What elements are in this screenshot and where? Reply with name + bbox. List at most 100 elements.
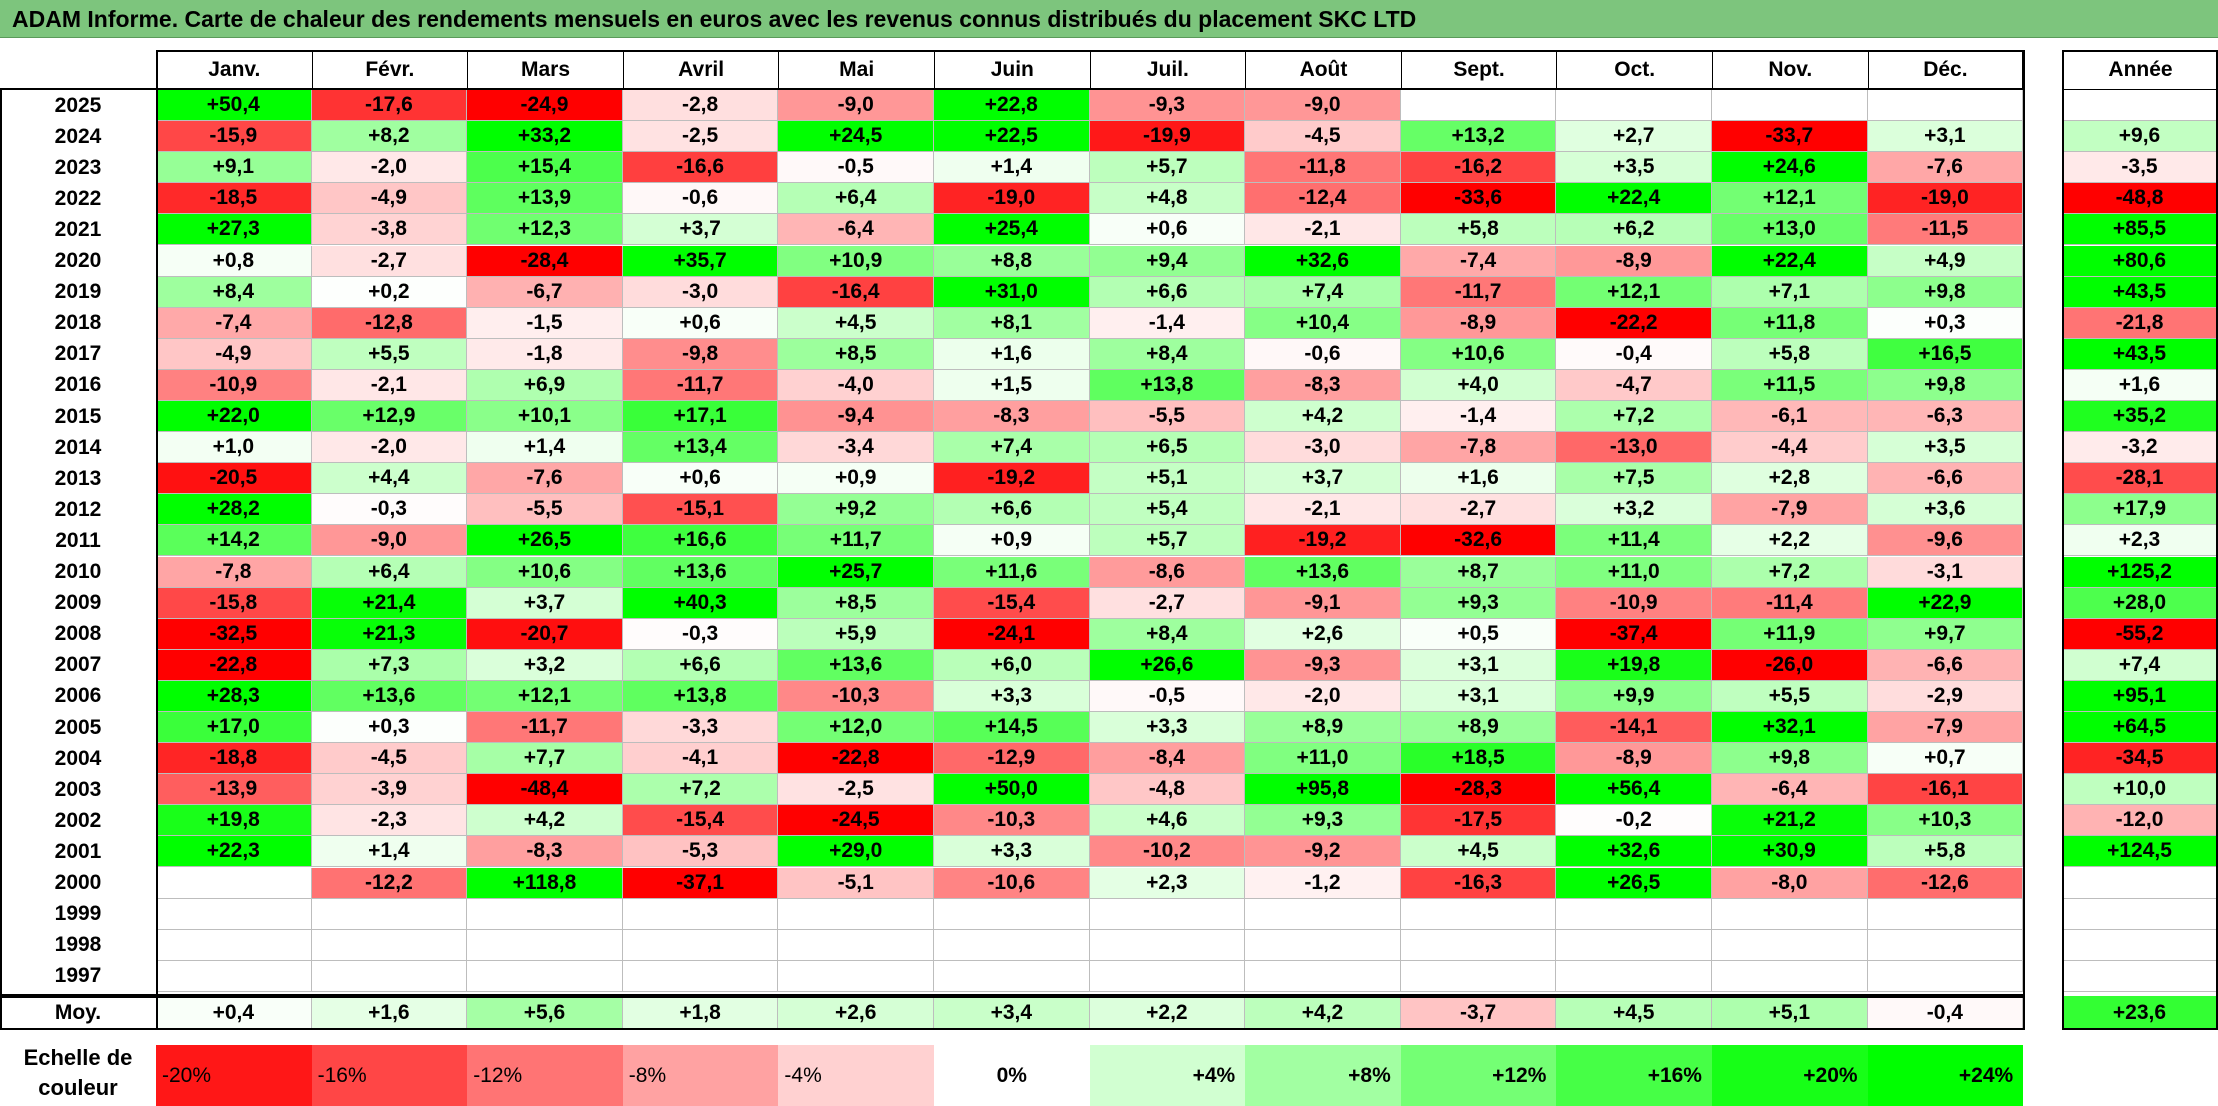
heatmap-cell: +3,2 bbox=[1556, 494, 1712, 526]
heatmap-cell: -2,0 bbox=[311, 152, 468, 184]
heatmap-cell: +5,7 bbox=[1089, 525, 1246, 557]
average-cell: -3,7 bbox=[1400, 996, 1557, 1030]
heatmap-cell: -4,7 bbox=[1556, 369, 1712, 401]
scale-swatch: +16% bbox=[1556, 1045, 1712, 1106]
heatmap-cell: +26,5 bbox=[1556, 867, 1712, 899]
heatmap-cell: +9,8 bbox=[1712, 743, 1868, 775]
heatmap-cell: -11,7 bbox=[622, 369, 779, 401]
heatmap-cell bbox=[778, 929, 934, 961]
annual-cell: +64,5 bbox=[2062, 712, 2218, 744]
heatmap-cell: +0,6 bbox=[622, 463, 779, 495]
heatmap-cell: +29,0 bbox=[778, 836, 934, 868]
heatmap-cell: -7,8 bbox=[1400, 432, 1557, 464]
heatmap-cell: -3,3 bbox=[622, 712, 779, 744]
heatmap-cell: -11,7 bbox=[467, 712, 623, 744]
heatmap-cell: -16,3 bbox=[1400, 867, 1557, 899]
heatmap-cell: +8,4 bbox=[156, 276, 312, 308]
heatmap-cell: +12,1 bbox=[1712, 183, 1868, 215]
heatmap-cell: -16,4 bbox=[778, 276, 934, 308]
heatmap-cell bbox=[1400, 929, 1557, 961]
heatmap-cell bbox=[622, 960, 779, 992]
annual-cell: +43,5 bbox=[2062, 276, 2218, 308]
heatmap-cell: -2,1 bbox=[1245, 494, 1401, 526]
heatmap-cell: -19,2 bbox=[1245, 525, 1401, 557]
heatmap-cell: +4,9 bbox=[1867, 245, 2024, 277]
heatmap-cell: -9,4 bbox=[778, 401, 934, 433]
heatmap-cell: +13,0 bbox=[1712, 214, 1868, 246]
average-cell: +1,8 bbox=[622, 996, 779, 1030]
title-bar: ADAM Informe. Carte de chaleur des rende… bbox=[0, 0, 2218, 38]
heatmap-cell: +8,7 bbox=[1400, 556, 1557, 588]
heatmap-cell: +3,5 bbox=[1867, 432, 2024, 464]
heatmap-cell: -14,1 bbox=[1556, 712, 1712, 744]
annual-cell: -55,2 bbox=[2062, 618, 2218, 650]
heatmap-cell: +11,6 bbox=[934, 556, 1090, 588]
heatmap-cell: +13,6 bbox=[1245, 556, 1401, 588]
heatmap-cell: +31,0 bbox=[934, 276, 1090, 308]
heatmap-cell: +11,0 bbox=[1556, 556, 1712, 588]
heatmap-cell: -9,3 bbox=[1089, 90, 1246, 122]
heatmap-cell: -2,5 bbox=[778, 774, 934, 806]
heatmap-cell: -2,1 bbox=[1245, 214, 1401, 246]
heatmap-cell: +8,4 bbox=[1089, 338, 1246, 370]
heatmap-cell: +1,4 bbox=[467, 432, 623, 464]
heatmap-cell: +16,5 bbox=[1867, 338, 2024, 370]
heatmap-cell: +2,2 bbox=[1712, 525, 1868, 557]
heatmap-cell: +24,6 bbox=[1712, 152, 1868, 184]
scale-swatch: -20% bbox=[156, 1045, 312, 1106]
heatmap-cell: -10,9 bbox=[156, 369, 312, 401]
heatmap-cell bbox=[1867, 929, 2024, 961]
annual-cell bbox=[2062, 898, 2218, 930]
average-cell: +2,6 bbox=[778, 996, 934, 1030]
heatmap-cell: +8,8 bbox=[934, 245, 1090, 277]
heatmap-cell: -3,8 bbox=[311, 214, 468, 246]
year-label: 2004 bbox=[54, 746, 102, 770]
heatmap-cell: +50,0 bbox=[934, 774, 1090, 806]
heatmap-cell: -7,4 bbox=[1400, 245, 1557, 277]
heatmap-cell: +11,4 bbox=[1556, 525, 1712, 557]
heatmap-cell: -28,4 bbox=[467, 245, 623, 277]
heatmap-cell: +4,2 bbox=[467, 805, 623, 837]
heatmap-cell: -5,5 bbox=[467, 494, 623, 526]
heatmap-cell: +33,2 bbox=[467, 121, 623, 153]
heatmap-cell: +22,4 bbox=[1556, 183, 1712, 215]
heatmap-cell: -1,2 bbox=[1245, 867, 1401, 899]
heatmap-cell: -8,4 bbox=[1089, 743, 1246, 775]
heatmap-cell: -3,1 bbox=[1867, 556, 2024, 588]
heatmap-cell: +7,2 bbox=[1712, 556, 1868, 588]
year-label: 2015 bbox=[54, 404, 102, 428]
heatmap-cell: -17,6 bbox=[311, 90, 468, 122]
heatmap-cell: -4,9 bbox=[311, 183, 468, 215]
heatmap-cell: +26,6 bbox=[1089, 649, 1246, 681]
annual-cell bbox=[2062, 867, 2218, 899]
heatmap-cell: +50,4 bbox=[156, 90, 312, 122]
heatmap-cell: -4,5 bbox=[311, 743, 468, 775]
heatmap-cell: +1,6 bbox=[934, 338, 1090, 370]
heatmap-cell bbox=[934, 960, 1090, 992]
heatmap-cell: -10,9 bbox=[1556, 587, 1712, 619]
year-label: 2005 bbox=[54, 715, 102, 739]
heatmap-cell: +11,0 bbox=[1245, 743, 1401, 775]
heatmap-cell: -15,9 bbox=[156, 121, 312, 153]
heatmap-cell: +2,7 bbox=[1556, 121, 1712, 153]
heatmap-cell: +6,4 bbox=[311, 556, 468, 588]
heatmap-cell: -8,9 bbox=[1400, 307, 1557, 339]
heatmap-cell: -7,9 bbox=[1712, 494, 1868, 526]
heatmap-cell: +10,6 bbox=[1400, 338, 1557, 370]
heatmap-cell: +8,9 bbox=[1245, 712, 1401, 744]
average-cell: +5,6 bbox=[467, 996, 623, 1030]
heatmap-cell: -4,4 bbox=[1712, 432, 1868, 464]
year-label: 2021 bbox=[54, 217, 102, 241]
heatmap-cell bbox=[156, 960, 312, 992]
heatmap-cell: +9,8 bbox=[1867, 369, 2024, 401]
heatmap-cell: -20,5 bbox=[156, 463, 312, 495]
annual-cell bbox=[2062, 929, 2218, 961]
annual-cell: -48,8 bbox=[2062, 183, 2218, 215]
heatmap-cell: +9,4 bbox=[1089, 245, 1246, 277]
heatmap-cell bbox=[467, 960, 623, 992]
heatmap-cell: -4,1 bbox=[622, 743, 779, 775]
heatmap-cell: -33,7 bbox=[1712, 121, 1868, 153]
annual-cell: +35,2 bbox=[2062, 401, 2218, 433]
heatmap-cell: -9,1 bbox=[1245, 587, 1401, 619]
heatmap-cell: -0,6 bbox=[1245, 338, 1401, 370]
